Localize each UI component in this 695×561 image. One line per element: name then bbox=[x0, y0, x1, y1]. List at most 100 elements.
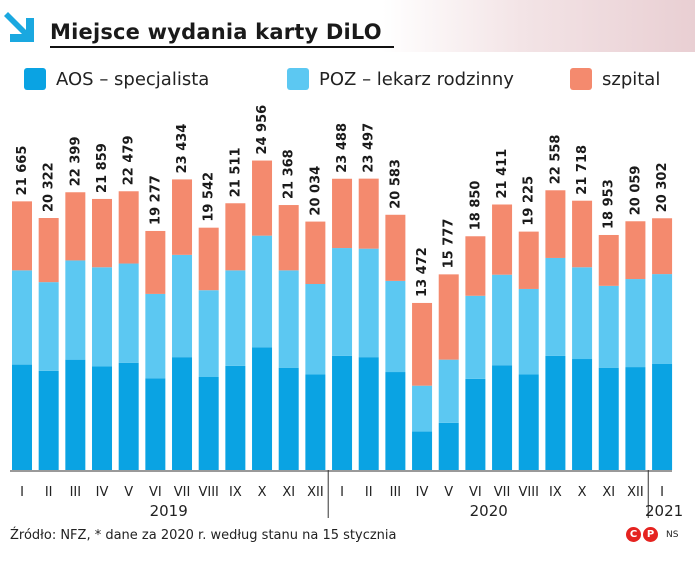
bar-segment bbox=[412, 385, 433, 432]
bar-total-label: 13 472 bbox=[415, 247, 430, 297]
bar-segment bbox=[358, 178, 379, 249]
bar-segment bbox=[438, 422, 459, 470]
x-tick-label: XI bbox=[602, 485, 615, 500]
x-tick-label: III bbox=[70, 485, 82, 500]
bar-segment bbox=[438, 274, 459, 360]
bar-total-label: 20 322 bbox=[42, 162, 57, 212]
bar-segment bbox=[172, 254, 193, 358]
bar-segment bbox=[358, 357, 379, 470]
year-label: 2021 bbox=[645, 502, 683, 520]
bar-total-label: 15 777 bbox=[442, 219, 457, 269]
legend-swatch-poz bbox=[287, 68, 309, 90]
bar-segment bbox=[145, 293, 166, 379]
year-label: 2019 bbox=[150, 502, 188, 520]
bar-total-label: 23 488 bbox=[335, 123, 350, 173]
bar-total-label: 21 511 bbox=[228, 147, 243, 197]
bar-segment bbox=[92, 366, 113, 470]
x-tick-label: IV bbox=[96, 485, 109, 500]
x-tick-label: V bbox=[124, 485, 133, 500]
author-credit: NS bbox=[666, 529, 679, 540]
x-tick-label: VIII bbox=[519, 485, 539, 500]
bar-total-label: 19 225 bbox=[522, 176, 537, 226]
bar-segment bbox=[465, 295, 486, 379]
logo-letter-p: P bbox=[643, 527, 658, 542]
bar-segment bbox=[652, 274, 673, 364]
logo-letter-c: C bbox=[626, 527, 641, 542]
bar-segment bbox=[518, 374, 539, 470]
bar-total-label: 18 850 bbox=[468, 180, 483, 230]
bar-segment bbox=[545, 355, 566, 470]
bar-segment bbox=[225, 270, 246, 366]
bar-segment bbox=[625, 367, 646, 470]
x-tick-label: IX bbox=[549, 485, 562, 500]
bar-segment bbox=[492, 274, 513, 366]
bar-total-label: 23 497 bbox=[362, 123, 377, 173]
bar-segment bbox=[332, 178, 353, 249]
bar-segment bbox=[278, 367, 299, 470]
bar-segment bbox=[12, 270, 32, 365]
legend-label-poz: POZ – lekarz rodzinny bbox=[319, 68, 514, 90]
bar-segment bbox=[572, 267, 593, 360]
bar-total-label: 21 665 bbox=[15, 146, 30, 196]
bar-segment bbox=[12, 364, 32, 470]
bar-total-label: 23 434 bbox=[175, 124, 190, 174]
bar-segment bbox=[518, 288, 539, 375]
bar-segment bbox=[145, 378, 166, 470]
bar-segment bbox=[305, 221, 326, 284]
bar-segment bbox=[358, 248, 379, 358]
x-tick-label: IV bbox=[416, 485, 429, 500]
legend-label-szpital: szpital bbox=[602, 68, 661, 90]
bar-segment bbox=[332, 248, 353, 356]
bar-segment bbox=[198, 227, 219, 291]
bar-segment bbox=[652, 363, 673, 470]
chart-title: Miejsce wydania karty DiLO bbox=[50, 20, 382, 44]
bar-total-label: 20 583 bbox=[388, 159, 403, 209]
bar-segment bbox=[652, 218, 673, 275]
bar-segment bbox=[412, 431, 433, 470]
bar-segment bbox=[65, 260, 86, 360]
x-tick-label: III bbox=[390, 485, 402, 500]
bar-segment bbox=[65, 359, 86, 470]
bar-segment bbox=[518, 231, 539, 289]
x-tick-label: V bbox=[444, 485, 453, 500]
bar-segment bbox=[438, 359, 459, 423]
bar-segment bbox=[38, 282, 59, 371]
x-tick-label: II bbox=[45, 485, 53, 500]
header-band bbox=[0, 0, 695, 52]
bar-segment bbox=[572, 200, 593, 268]
bar-total-label: 20 034 bbox=[308, 166, 323, 216]
bar-segment bbox=[92, 198, 113, 268]
bar-segment bbox=[545, 190, 566, 258]
bar-segment bbox=[225, 365, 246, 470]
bar-segment bbox=[545, 257, 566, 356]
legend-label-aos: AOS – specjalista bbox=[56, 68, 210, 90]
x-tick-label: VIII bbox=[198, 485, 218, 500]
bar-segment bbox=[278, 270, 299, 368]
bar-total-label: 21 368 bbox=[282, 149, 297, 199]
year-label: 2020 bbox=[470, 502, 508, 520]
bar-segment bbox=[598, 234, 619, 286]
x-tick-label: X bbox=[578, 485, 587, 500]
bar-segment bbox=[145, 230, 166, 294]
bar-total-label: 19 542 bbox=[202, 172, 217, 222]
legend-item-szpital: szpital bbox=[570, 68, 660, 90]
bar-total-label: 19 277 bbox=[148, 175, 163, 225]
legend-item-poz: POZ – lekarz rodzinny bbox=[287, 68, 514, 90]
x-tick-label: VI bbox=[469, 485, 482, 500]
bar-segment bbox=[12, 201, 32, 271]
legend: AOS – specjalista POZ – lekarz rodzinny … bbox=[0, 68, 695, 98]
bar-total-label: 21 859 bbox=[95, 143, 110, 193]
bar-total-label: 20 059 bbox=[628, 166, 643, 216]
bar-total-label: 21 718 bbox=[575, 145, 590, 195]
bar-segment bbox=[385, 214, 406, 281]
bar-segment bbox=[465, 378, 486, 470]
bar-segment bbox=[172, 179, 193, 255]
x-tick-label: XII bbox=[627, 485, 644, 500]
arrow-down-right-icon bbox=[4, 12, 34, 42]
bar-total-label: 22 399 bbox=[68, 136, 83, 186]
bar-segment bbox=[278, 205, 299, 271]
bar-segment bbox=[492, 365, 513, 470]
bar-segment bbox=[38, 218, 59, 283]
bar-segment bbox=[118, 362, 139, 470]
